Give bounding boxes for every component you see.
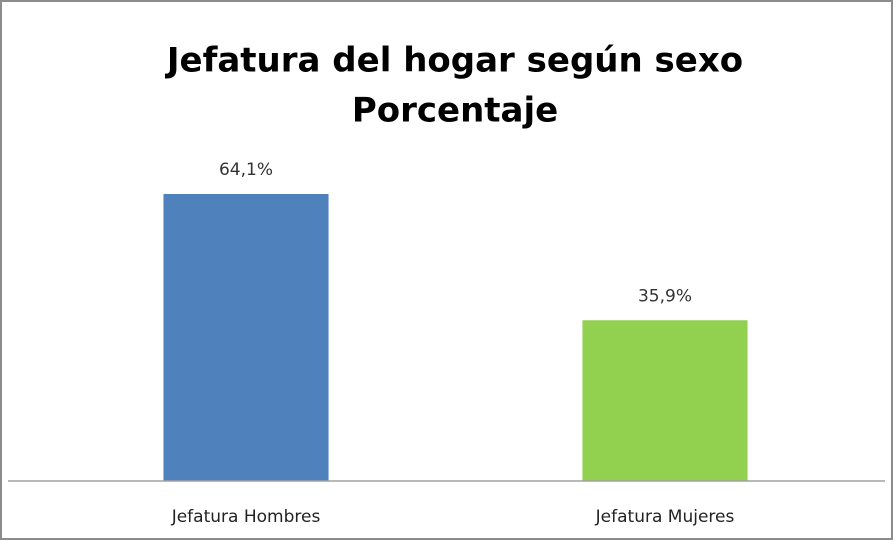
plot-area: 64,1% Jefatura Hombres 35,9% Jefatura Mujer… [163,160,748,527]
data-label: 35,9% [638,286,692,306]
x-tick-label: Jefatura Mujeres [595,507,735,527]
bar [163,194,329,481]
data-label: 64,1% [219,160,273,180]
bar [582,320,748,481]
x-tick-label: Jefatura Hombres [171,507,321,527]
chart-subtitle: Porcentaje [352,91,558,131]
chart-title: Jefatura del hogar según sexo [165,41,743,81]
